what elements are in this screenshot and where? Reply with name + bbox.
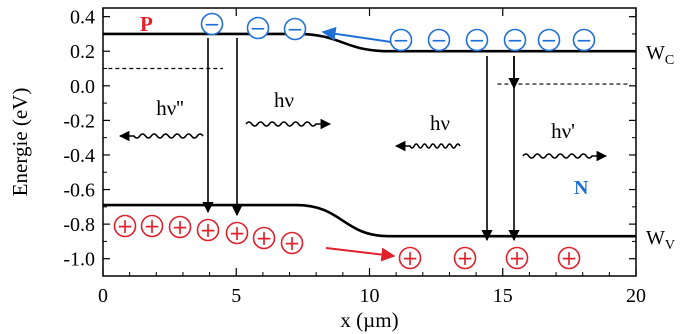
y-tick-label: 0.4 bbox=[70, 7, 95, 29]
hole: + bbox=[457, 246, 474, 270]
hole: + bbox=[256, 226, 273, 250]
hole-drift-arrow bbox=[325, 247, 396, 262]
hole-circle bbox=[280, 231, 304, 255]
hole-circle bbox=[113, 214, 137, 238]
electron: − bbox=[250, 16, 267, 40]
hole-circle bbox=[557, 246, 581, 270]
conduction-band-label: WC bbox=[646, 42, 674, 68]
hole-circle bbox=[505, 246, 529, 270]
hole-circle bbox=[225, 221, 249, 245]
hole-circle bbox=[453, 246, 477, 270]
electron-circle bbox=[246, 16, 270, 40]
hole: + bbox=[229, 221, 246, 245]
hole: + bbox=[284, 231, 301, 255]
y-axis-title: Energie (eV) bbox=[8, 88, 32, 197]
electron: − bbox=[431, 28, 448, 52]
electron-circle bbox=[465, 28, 489, 52]
hole: + bbox=[561, 246, 578, 270]
hole-circle bbox=[252, 226, 276, 250]
hole: + bbox=[144, 214, 161, 238]
photon-label: hν bbox=[274, 88, 294, 112]
y-tick-label: -1.0 bbox=[63, 249, 95, 271]
photon-label: hν' bbox=[551, 119, 575, 143]
n-region-label: N bbox=[574, 177, 589, 199]
electron: − bbox=[469, 28, 486, 52]
hole: + bbox=[509, 246, 526, 270]
photon-wave-right bbox=[245, 118, 332, 130]
electron-drift-arrow bbox=[321, 26, 392, 43]
y-tick-label: -0.4 bbox=[63, 145, 95, 167]
valence-band-label: WV bbox=[646, 227, 675, 253]
electron-circle bbox=[283, 17, 307, 41]
electron-circle bbox=[389, 28, 413, 52]
x-tick-label: 0 bbox=[98, 285, 108, 307]
hole-circle bbox=[168, 215, 192, 239]
x-tick-label: 20 bbox=[626, 285, 646, 307]
hole: + bbox=[402, 246, 419, 270]
electron: − bbox=[507, 28, 524, 52]
electron-circle bbox=[537, 28, 561, 52]
valence-band bbox=[103, 203, 636, 238]
y-tick-label: 0.0 bbox=[70, 76, 95, 98]
photon-label: hν'' bbox=[156, 96, 184, 120]
electron: − bbox=[287, 17, 304, 41]
electron-circle bbox=[572, 28, 596, 52]
y-tick-label: 0.2 bbox=[70, 41, 95, 63]
photon-wave-left bbox=[118, 130, 204, 142]
electron: − bbox=[393, 28, 410, 52]
hole-circle bbox=[140, 214, 164, 238]
hole: + bbox=[172, 215, 189, 239]
x-tick-label: 10 bbox=[360, 285, 380, 307]
electron: − bbox=[541, 28, 558, 52]
photon-wave-n-right bbox=[522, 150, 608, 162]
electron-circle bbox=[427, 28, 451, 52]
electron-circle bbox=[200, 12, 224, 36]
hole-circle bbox=[196, 218, 220, 242]
electron-circle bbox=[503, 28, 527, 52]
p-region-label: P bbox=[140, 12, 153, 36]
x-tick-label: 5 bbox=[231, 285, 241, 307]
y-tick-label: -0.2 bbox=[63, 110, 95, 132]
electron: − bbox=[204, 12, 221, 36]
y-tick-label: -0.6 bbox=[63, 180, 95, 202]
photon-wave-n-left bbox=[394, 140, 461, 152]
hole: + bbox=[117, 214, 134, 238]
x-axis-title: x (µm) bbox=[340, 308, 398, 332]
y-tick-label: -0.8 bbox=[63, 214, 95, 236]
x-tick-label: 15 bbox=[493, 285, 513, 307]
hole: + bbox=[200, 218, 217, 242]
electron: − bbox=[576, 28, 593, 52]
photon-label: hν bbox=[430, 111, 450, 135]
hole-circle bbox=[398, 246, 422, 270]
